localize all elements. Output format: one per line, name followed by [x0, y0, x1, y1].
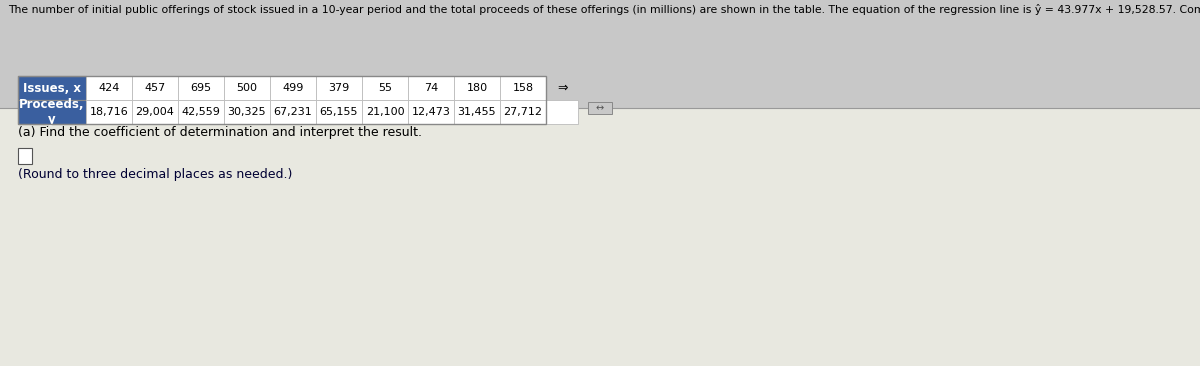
Text: 499: 499 [282, 83, 304, 93]
Text: 18,716: 18,716 [90, 107, 128, 117]
Text: Proceeds,
y: Proceeds, y [19, 98, 85, 126]
Text: 42,559: 42,559 [181, 107, 221, 117]
Text: 29,004: 29,004 [136, 107, 174, 117]
Text: 457: 457 [144, 83, 166, 93]
Bar [86, 100, 132, 124]
Text: 67,231: 67,231 [274, 107, 312, 117]
Text: 21,100: 21,100 [366, 107, 404, 117]
Text: 30,325: 30,325 [228, 107, 266, 117]
Bar [18, 100, 86, 124]
Bar [546, 76, 578, 100]
Bar [178, 76, 224, 100]
Bar [224, 76, 270, 100]
Bar [546, 100, 578, 124]
Bar [408, 100, 454, 124]
Text: 695: 695 [191, 83, 211, 93]
Bar [362, 76, 408, 100]
Bar [270, 76, 316, 100]
Bar [270, 100, 316, 124]
Text: (Round to three decimal places as needed.): (Round to three decimal places as needed… [18, 168, 293, 181]
Bar [408, 76, 454, 100]
Text: 180: 180 [467, 83, 487, 93]
Bar [588, 102, 612, 114]
Text: 158: 158 [512, 83, 534, 93]
Bar [132, 100, 178, 124]
Bar [18, 148, 32, 164]
Bar [500, 100, 546, 124]
Text: 74: 74 [424, 83, 438, 93]
Text: 379: 379 [329, 83, 349, 93]
Bar [18, 76, 546, 124]
Text: (a) Find the coefficient of determination and interpret the result.: (a) Find the coefficient of determinatio… [18, 126, 422, 139]
Text: 27,712: 27,712 [504, 107, 542, 117]
Text: 65,155: 65,155 [319, 107, 359, 117]
Bar [132, 76, 178, 100]
Text: 424: 424 [98, 83, 120, 93]
Bar [18, 76, 86, 100]
Text: 55: 55 [378, 83, 392, 93]
Text: 31,455: 31,455 [457, 107, 497, 117]
Bar [224, 100, 270, 124]
Text: The number of initial public offerings of stock issued in a 10-year period and t: The number of initial public offerings o… [8, 4, 1200, 15]
Text: 500: 500 [236, 83, 258, 93]
Bar [316, 100, 362, 124]
Bar [500, 76, 546, 100]
Bar [86, 76, 132, 100]
Text: Issues, x: Issues, x [23, 82, 82, 94]
Bar [454, 100, 500, 124]
Bar [362, 100, 408, 124]
Bar [178, 100, 224, 124]
Text: 12,473: 12,473 [412, 107, 450, 117]
Bar [454, 76, 500, 100]
Text: ⇒: ⇒ [557, 82, 568, 94]
Bar [0, 0, 1200, 108]
Bar [316, 76, 362, 100]
Bar [0, 108, 1200, 366]
Text: ↔: ↔ [596, 103, 604, 113]
